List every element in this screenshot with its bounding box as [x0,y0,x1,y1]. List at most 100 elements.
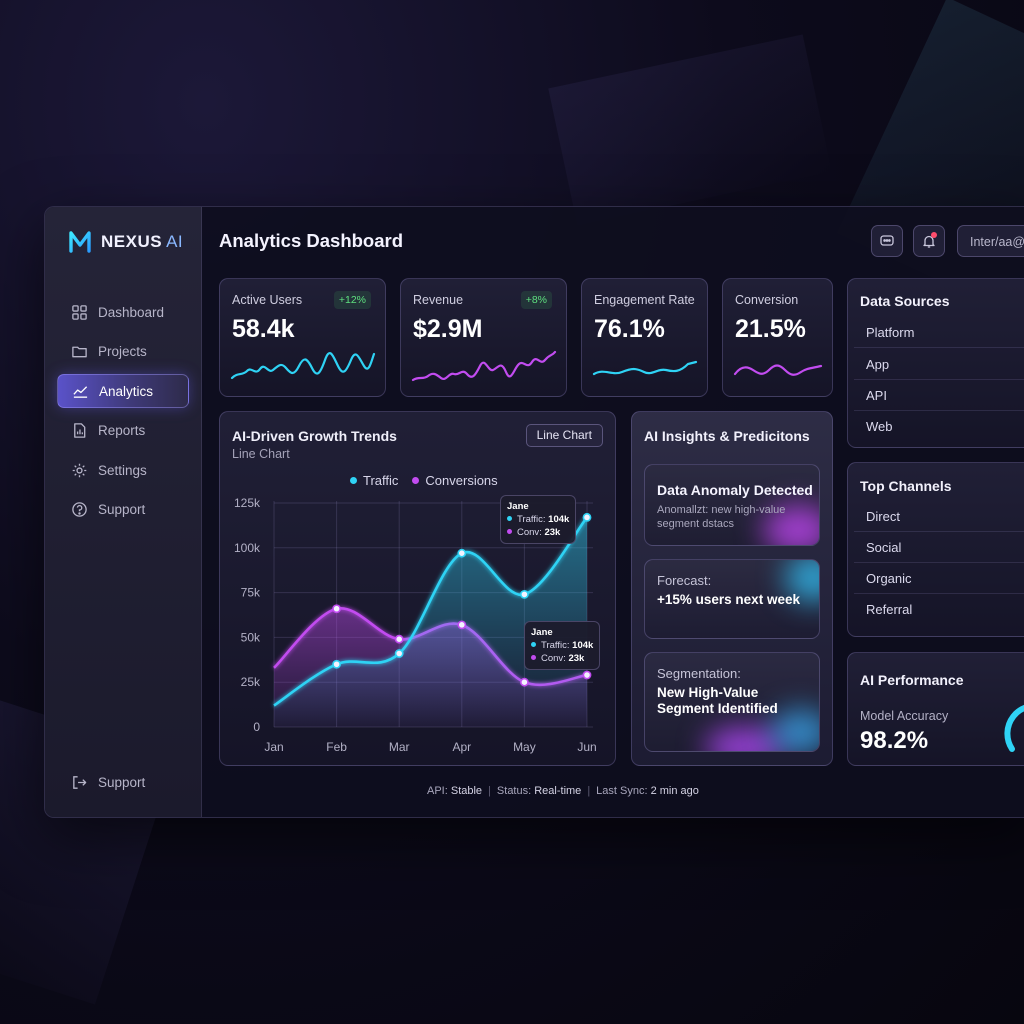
kpi-label: Active Users [232,293,303,307]
row-label: Direct [866,508,900,524]
data-source-row[interactable]: Web [854,411,1024,442]
ai-insights-card: AI Insights & Predicitons Data Anomaly D… [631,411,833,766]
sidebar-item-dashboard[interactable]: Dashboard [57,295,189,329]
insight-anomaly[interactable]: Data Anomaly Detected Anomallzt: new hig… [644,464,820,546]
data-point-traffic[interactable] [394,649,404,658]
chart-subtitle: Line Chart [232,447,290,461]
chart-type-button[interactable]: Line Chart [525,424,603,447]
sidebar-item-projects[interactable]: Projects [57,335,189,369]
sidebar-item-support-bottom[interactable]: Support [57,765,189,799]
sidebar-item-analytics[interactable]: Analytics [57,374,189,408]
data-point-conversions[interactable] [332,604,341,614]
api-status: Stable [450,785,483,797]
sidebar-item-label: Support [98,774,146,790]
row-label: Platform [866,324,915,340]
insight-text: +15% users next week [657,592,800,607]
sparkline-active-users [230,352,376,380]
kpi-value: 76.1% [594,315,665,343]
background-shape [548,34,832,226]
sidebar-item-label: Reports [98,423,146,438]
y-tick-label: 75k [241,586,261,600]
kpi-label: Conversion [735,293,799,307]
sidebar-item-label: Analytics [99,383,154,399]
accuracy-gauge [1004,704,1024,752]
chat-button[interactable] [871,225,903,257]
sparkline-engagement-rate [592,360,698,376]
chart-legend: Traffic Conversions [350,473,498,488]
nexus-logo-icon [69,231,91,253]
y-tick-label: 50k [241,630,261,644]
x-tick-label: Jun [577,740,596,754]
x-tick-label: Feb [326,740,347,754]
legend-item-conversions[interactable]: Conversions [412,473,498,488]
panel-title: AI Performance [860,672,964,688]
y-tick-label: 0 [253,720,260,734]
x-tick-label: Jan [264,740,283,754]
tooltip-month: Jane [507,501,529,512]
notifications-button[interactable] [913,225,945,257]
report-icon [74,423,86,438]
panel-title: Data Sources [860,293,950,309]
chat-icon [880,235,894,246]
channel-row[interactable]: Social [854,532,1024,563]
tooltip-conv-row: Conv: 23k [531,652,593,665]
row-label: Social [866,539,902,555]
growth-trends-card: AI-Driven Growth Trends Line Chart Line … [219,411,616,766]
help-icon [72,502,87,517]
status-bar: API: Stable | Status: Real-time | Last Sync:… [427,785,699,797]
last-sync: 2 min ago [650,785,699,797]
brand-name: NEXUS AI [101,232,184,251]
x-tick-label: Mar [389,740,410,754]
top-channels-card: Top Channels Direct Social Organic Refer… [847,462,1024,637]
insight-segmentation[interactable]: Segmentation: New High-Value Segment Ide… [644,652,820,752]
insight-label: Segmentation: [657,666,741,681]
data-sources-card: Data Sources Platform App API Web [847,278,1024,448]
brand-logo[interactable]: NEXUS AI [67,229,183,255]
kpi-card-engagement-rate[interactable]: Engagement Rate 76.1% [581,278,708,397]
kpi-card-active-users[interactable]: Active Users +12% 58.4k [219,278,386,397]
legend-label: Conversions [425,473,498,488]
line-chart-icon [73,385,88,398]
data-point-conversions[interactable] [582,670,592,680]
data-source-row[interactable]: API [854,380,1024,411]
legend-swatch [350,477,357,484]
kpi-change-badge: +12% [333,291,371,309]
tooltip-traffic-row: Traffic: 104k [507,513,569,526]
insight-subtitle: Anomallzt: new high-value segment dstacs [657,504,786,530]
logout-icon [73,775,87,789]
data-point-conversions[interactable] [519,677,529,687]
channel-row[interactable]: Direct [854,501,1024,532]
legend-label: Traffic [363,473,399,488]
realtime-status: Real-time [534,785,582,797]
data-point-traffic[interactable] [582,512,592,522]
kpi-label: Engagement Rate [594,293,695,307]
sidebar-item-support[interactable]: Support [57,493,189,527]
sparkline-conversion [733,364,823,376]
data-point-traffic[interactable] [519,589,529,599]
kpi-card-revenue[interactable]: Revenue +8% $2.9M [400,278,567,397]
tooltip-traffic-row: Traffic: 104k [531,639,593,652]
data-source-row[interactable]: Platform [854,317,1024,348]
sparkline-revenue [411,350,557,382]
sidebar-item-reports[interactable]: Reports [57,414,189,448]
sidebar-item-label: Settings [98,462,147,478]
sidebar-bottom: Support [57,765,189,805]
legend-item-traffic[interactable]: Traffic [350,473,398,488]
data-point-traffic[interactable] [332,659,341,669]
folder-icon [72,346,87,358]
user-account-field[interactable]: Inter/aa@ [957,225,1024,257]
data-source-row[interactable]: App [854,349,1024,380]
data-point-traffic[interactable] [457,548,467,558]
metric-label: Model Accuracy [860,709,949,723]
kpi-card-conversion[interactable]: Conversion 21.5% [722,278,833,397]
sidebar-item-settings[interactable]: Settings [57,453,189,487]
channel-row[interactable]: Organic [854,563,1024,594]
data-point-conversions[interactable] [394,634,404,644]
sidebar-item-label: Support [98,502,146,517]
page-title: Analytics Dashboard [219,230,404,251]
insight-forecast[interactable]: Forecast: +15% users next week [644,559,820,639]
row-label: Referral [866,602,913,617]
y-tick-label: 25k [241,675,261,689]
data-point-conversions[interactable] [457,620,467,630]
channel-row[interactable]: Referral [854,594,1024,625]
